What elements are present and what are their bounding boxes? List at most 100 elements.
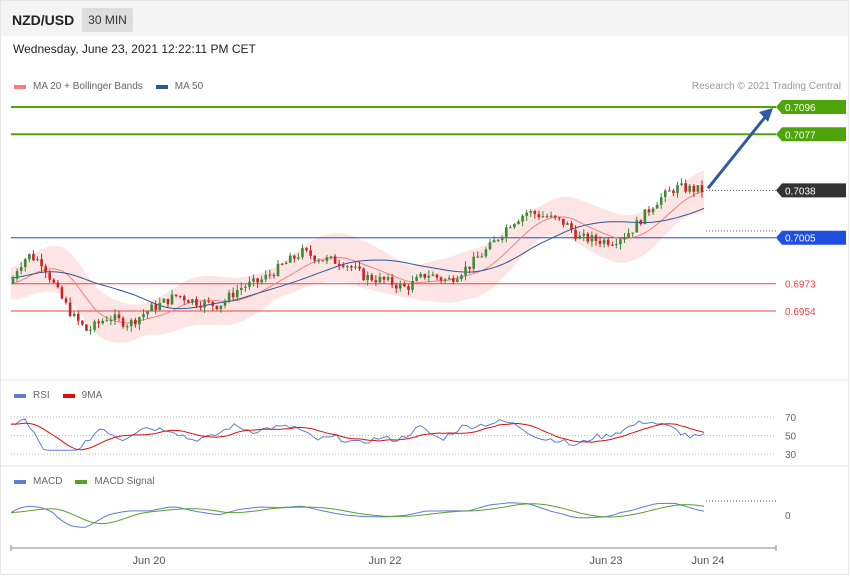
candle-body [32,253,35,261]
candle-body [684,183,687,192]
ma50-legend-label: MA 50 [174,81,204,92]
candle-body [28,253,31,260]
x-tick-label-2: Jun 23 [589,555,622,567]
candle-body [655,204,659,209]
candle-body [117,314,121,319]
candle-body [129,319,133,327]
candle-body [419,273,422,278]
candle-body [203,300,206,308]
candle-body [211,301,215,306]
candle-body [223,300,227,306]
candle-body [635,220,639,233]
candle-body [44,266,47,273]
candle-body [260,279,264,283]
candle-body [276,263,280,277]
candle-body [639,220,643,225]
ma20-swatch [14,84,26,89]
ma20-legend-label: MA 20 + Bollinger Bands [33,81,143,92]
projection-arrow-head [759,108,773,122]
candle-body [48,272,52,280]
price-level-tag-3 [776,230,846,245]
rsi-tick-50: 50 [785,432,797,443]
candle-body [439,277,443,281]
main-legend: MA 20 + Bollinger Bands MA 50 [14,81,203,92]
candle-body [582,233,586,236]
candle-body [191,299,194,303]
candle-body [301,248,304,258]
candle-body [248,281,251,287]
rsi-tick-30: 30 [785,450,797,461]
candle-body [668,190,671,192]
candle-body [647,209,651,213]
candle-body [386,277,390,280]
candle-body [121,318,125,327]
candle-body [545,216,549,218]
candle-body [19,267,23,272]
candle-body [610,244,614,246]
candle-body [566,223,569,225]
candle-body [643,209,647,225]
candle-body [81,320,84,325]
candle-body [513,223,516,228]
candle-body [309,250,312,256]
candle-body [219,305,223,310]
candle-body [696,185,700,192]
price-level-label-1: 0.7077 [785,130,816,141]
candle-body [105,320,109,322]
chart-header: NZD/USD 30 MIN [1,1,848,36]
candle-body [313,255,316,261]
timeframe-badge[interactable]: 30 MIN [82,8,133,32]
candle-body [594,235,598,241]
candle-body [676,184,679,194]
candle-body [464,266,467,276]
rsi-swatch [14,393,26,398]
candle-body [533,211,537,215]
candle-body [64,298,68,303]
candle-body [178,295,182,297]
candle-body [23,259,27,268]
candle-body [272,274,276,277]
candle-body [321,260,325,262]
candle-body [435,274,439,278]
candle-body [390,277,394,285]
price-level-label-0: 0.7096 [785,103,816,114]
price-level-tag-0 [776,100,846,114]
candle-body [60,287,64,299]
candle-body [451,278,455,282]
rsi-ma-legend-label: 9MA [81,390,103,401]
candle-body [97,321,100,324]
candle-body [456,279,459,282]
candle-body [553,215,557,218]
candle-body [586,233,590,242]
candle-body [11,278,15,284]
candle-body [480,256,484,258]
candle-body [590,235,594,242]
candle-body [174,294,178,296]
candle-body [195,299,198,306]
rsi-ma-swatch [62,393,75,398]
candle-body [562,218,565,225]
candle-body [399,283,402,289]
ma20-line [10,190,705,324]
candle-body [317,260,321,262]
price-level-tag-2 [776,183,846,198]
candle-body [598,240,602,244]
candle-body [288,255,292,263]
candle-body [472,256,475,269]
price-level-label-4: 0.6973 [785,280,816,291]
candle-body [138,317,141,325]
rsi-ma-line [11,422,705,451]
candle-body [688,185,692,192]
candle-body [207,300,211,302]
candle-body [227,292,231,301]
x-tick-label-0: Jun 20 [132,555,165,567]
candle-body [15,271,19,279]
candle-body [623,237,626,240]
candle-body [460,275,463,280]
candle-body [162,298,166,303]
price-level-label-5: 0.6954 [785,307,816,318]
macd-line [10,502,705,528]
candle-body [431,274,435,276]
candle-body [488,242,492,250]
